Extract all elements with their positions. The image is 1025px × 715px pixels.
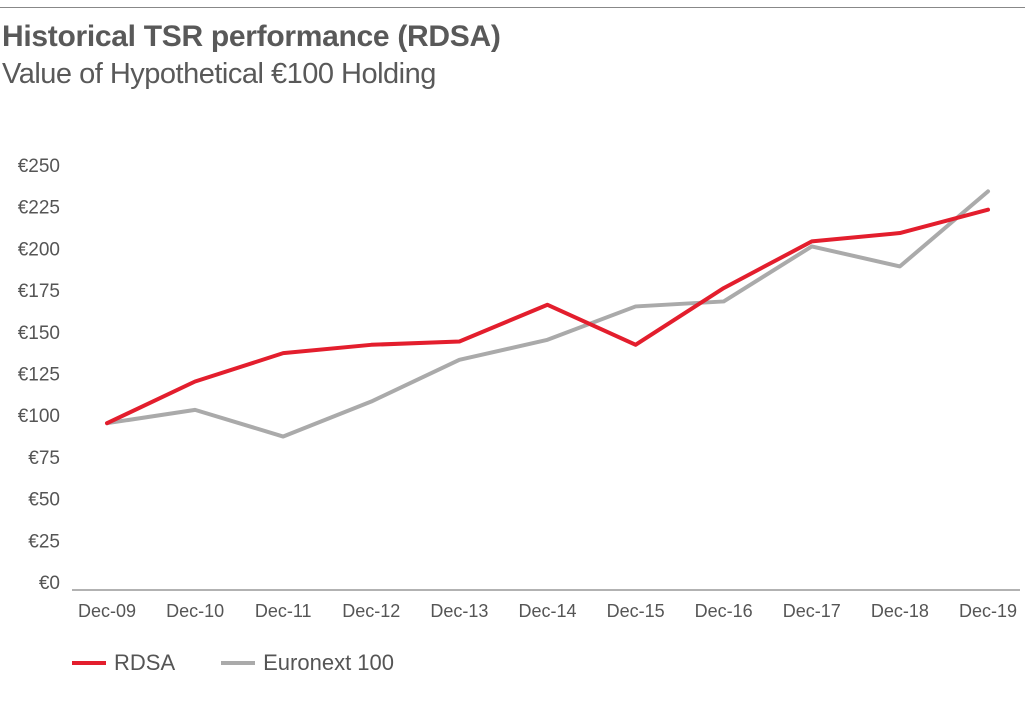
y-tick-label: €175 xyxy=(18,281,60,302)
x-tick-label: Dec-09 xyxy=(78,601,136,621)
y-tick-label: €225 xyxy=(18,198,60,219)
legend-label-euronext: Euronext 100 xyxy=(263,650,394,675)
legend-label-rdsa: RDSA xyxy=(114,650,176,675)
y-tick-label: €0 xyxy=(39,573,60,594)
top-rule xyxy=(0,7,1025,8)
x-tick-label: Dec-12 xyxy=(342,601,400,621)
x-tick-label: Dec-15 xyxy=(607,601,665,621)
x-tick-label: Dec-11 xyxy=(255,601,312,621)
y-tick-label: €50 xyxy=(28,490,60,511)
y-tick-label: €150 xyxy=(18,323,60,344)
chart-subtitle: Value of Hypothetical €100 Holding xyxy=(2,58,436,90)
chart-title: Historical TSR performance (RDSA) xyxy=(2,20,501,53)
y-tick-label: €100 xyxy=(18,406,60,427)
x-tick-label: Dec-14 xyxy=(518,601,576,621)
y-tick-label: €75 xyxy=(28,448,60,469)
legend: RDSA Euronext 100 xyxy=(72,650,440,676)
x-tick-label: Dec-17 xyxy=(783,601,841,621)
y-tick-label: €25 xyxy=(28,531,60,552)
x-tick-label: Dec-19 xyxy=(959,601,1017,621)
x-tick-label: Dec-13 xyxy=(430,601,488,621)
legend-item-euronext: Euronext 100 xyxy=(221,650,394,676)
y-tick-label: €200 xyxy=(18,239,60,260)
legend-swatch-euronext xyxy=(221,661,256,665)
x-tick-label: Dec-16 xyxy=(695,601,753,621)
series-line-rdsa xyxy=(105,207,990,426)
legend-item-rdsa: RDSA xyxy=(72,650,175,676)
legend-swatch-rdsa xyxy=(72,661,106,665)
y-tick-label: €125 xyxy=(18,365,60,386)
x-tick-label: Dec-10 xyxy=(166,601,224,621)
x-tick-label: Dec-18 xyxy=(871,601,929,621)
series-line-euronext xyxy=(105,189,990,439)
y-tick-label: €250 xyxy=(18,156,60,177)
